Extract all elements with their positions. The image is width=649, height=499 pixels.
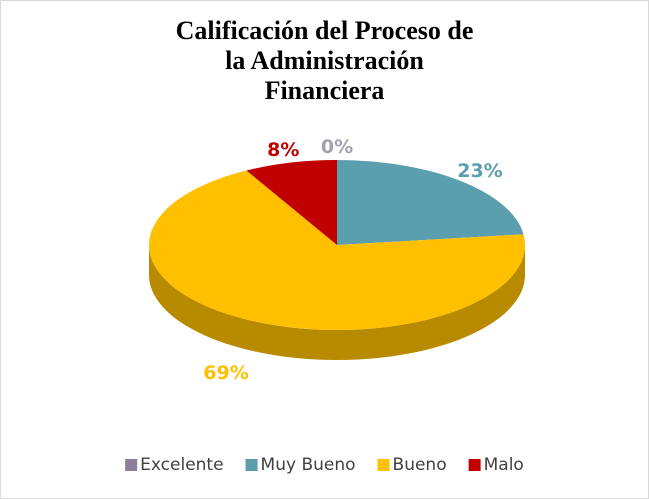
legend-label: Excelente [140, 455, 223, 475]
pie-slice-side [149, 245, 525, 360]
legend-swatch [125, 459, 138, 471]
chart-title: Calificación del Proceso de la Administr… [175, 16, 474, 105]
legend-item: Bueno [377, 455, 447, 475]
legend-item: Malo [468, 455, 524, 475]
legend-label: Malo [484, 455, 524, 475]
legend-label: Muy Bueno [261, 455, 356, 475]
data-label: 69% [203, 362, 248, 384]
legend-item: Muy Bueno [245, 455, 356, 475]
legend-swatch [245, 459, 258, 471]
data-label: 8% [267, 139, 299, 161]
legend-swatch [377, 459, 390, 471]
pie-slice [337, 160, 524, 245]
pie-slice [246, 160, 337, 245]
legend-swatch [468, 459, 481, 471]
legend-item: Excelente [125, 455, 224, 475]
data-label: 0% [321, 136, 353, 158]
pie-slice [149, 170, 526, 330]
legend-label: Bueno [393, 455, 447, 475]
data-label: 23% [457, 160, 502, 182]
